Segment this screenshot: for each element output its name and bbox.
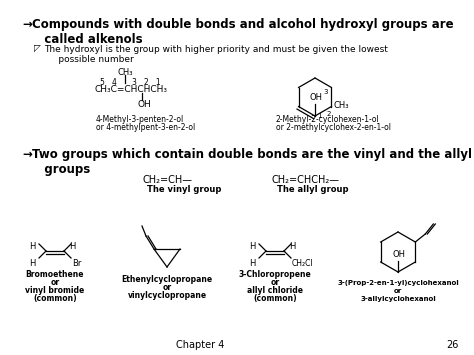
Text: 4-Methyl-3-penten-2-ol: 4-Methyl-3-penten-2-ol [96,115,184,124]
Text: The vinyl group: The vinyl group [147,185,221,194]
Text: ◸: ◸ [34,45,41,54]
Text: 5   4: 5 4 [100,78,117,87]
Text: CH₂=CH—: CH₂=CH— [143,175,193,185]
Text: 3: 3 [323,89,328,95]
Text: 26: 26 [446,340,458,350]
Text: The hydroxyl is the group with higher priority and must be given the lowest
    : The hydroxyl is the group with higher pr… [44,45,388,64]
Text: H: H [29,259,35,268]
Text: allyl chloride: allyl chloride [247,286,303,295]
Text: or: or [50,278,60,287]
Text: 1: 1 [317,113,321,119]
Text: or 4-methylpent-3-en-2-ol: or 4-methylpent-3-en-2-ol [96,123,195,132]
Text: Bromoethene: Bromoethene [26,270,84,279]
Text: or 2-methylcyclohex-2-en-1-ol: or 2-methylcyclohex-2-en-1-ol [276,123,391,132]
Text: (common): (common) [253,294,297,303]
Text: CH₃C=CHCHCH₃: CH₃C=CHCHCH₃ [95,85,168,94]
Text: Two groups which contain double bonds are the vinyl and the allyl
   groups: Two groups which contain double bonds ar… [32,148,472,176]
Text: Br: Br [72,259,82,268]
Text: 2-Methyl-2-cyclohexen-1-ol: 2-Methyl-2-cyclohexen-1-ol [276,115,380,124]
Text: 3-allylcyclohexanol: 3-allylcyclohexanol [360,296,436,302]
Text: or: or [271,278,280,287]
Text: 3-(Prop-2-en-1-yl)cyclohexanol: 3-(Prop-2-en-1-yl)cyclohexanol [337,280,459,286]
Text: OH: OH [138,100,152,109]
Text: →: → [22,18,32,31]
Text: H: H [29,242,35,251]
Text: The allyl group: The allyl group [277,185,348,194]
Text: or: or [163,283,172,292]
Text: Ethenylcyclopropane: Ethenylcyclopropane [121,275,212,284]
Text: CH₃: CH₃ [333,102,349,110]
Text: CH₂Cl: CH₂Cl [292,259,314,268]
Text: vinyl bromide: vinyl bromide [26,286,85,295]
Text: CH₂=CHCH₂—: CH₂=CHCH₂— [272,175,340,185]
Text: Compounds with double bonds and alcohol hydroxyl groups are
   called alkenols: Compounds with double bonds and alcohol … [32,18,454,46]
Text: (common): (common) [33,294,77,303]
Text: CH₃: CH₃ [117,68,133,77]
Text: OH: OH [310,93,323,102]
Text: H: H [249,259,255,268]
Text: vinylcyclopropane: vinylcyclopropane [128,291,207,300]
Text: 2: 2 [327,110,331,116]
Text: H: H [69,242,75,251]
Text: Chapter 4: Chapter 4 [176,340,224,350]
Text: or: or [394,288,402,294]
Text: OH: OH [393,250,406,259]
Text: H: H [289,242,295,251]
Text: 3-Chloropropene: 3-Chloropropene [238,270,311,279]
Text: H: H [249,242,255,251]
Text: →: → [22,148,32,161]
Text: 3   2   1: 3 2 1 [132,78,161,87]
